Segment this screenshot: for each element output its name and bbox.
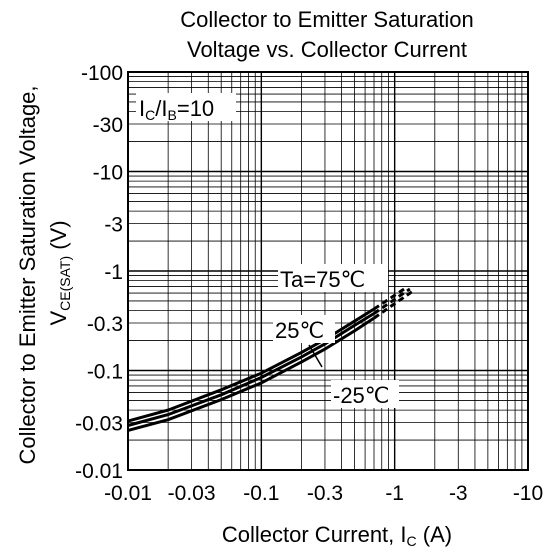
x-axis-label: Collector Current, IC (A) xyxy=(222,522,452,549)
y-tick-label: -0.03 xyxy=(75,413,123,436)
x-tick-label: -0.1 xyxy=(243,482,279,505)
y-tick-label: -1 xyxy=(104,261,123,284)
x-tick-label: -10 xyxy=(513,482,543,505)
condition-annotation: IC/IB=10 xyxy=(136,93,236,123)
y-tick-label: -30 xyxy=(93,114,123,137)
series-label-ta75: Ta=75℃ xyxy=(278,264,388,292)
series-leader-25 xyxy=(308,344,323,368)
y-axis-label-line2: VCE(SAT) (V) xyxy=(46,220,73,325)
series-line-2 xyxy=(127,316,375,432)
x-tick-label: -3 xyxy=(449,482,468,505)
svg-text:-25℃: -25℃ xyxy=(333,383,390,408)
y-tick-labels: -0.01 -0.03 -0.1 -0.3 -1 -3 -10 -30 -100 xyxy=(75,62,123,483)
series-label-25: 25℃ xyxy=(273,315,335,343)
y-tick-label: -0.3 xyxy=(87,313,123,336)
series-line-0 xyxy=(127,307,375,423)
series-line-extrapolated-1 xyxy=(373,287,411,315)
chart-title-line1: Collector to Emitter Saturation xyxy=(180,7,473,32)
y-tick-label: -10 xyxy=(93,162,123,185)
y-tick-label: -100 xyxy=(81,62,123,85)
plot-frame xyxy=(127,71,529,471)
svg-text:25℃: 25℃ xyxy=(275,318,324,343)
x-tick-label: -0.3 xyxy=(307,482,343,505)
x-tick-labels: -0.01 -0.03 -0.1 -0.3 -1 -3 -10 xyxy=(104,482,543,505)
chart-title-line2: Voltage vs. Collector Current xyxy=(187,37,467,62)
series-line-extrapolated-0 xyxy=(373,287,407,311)
x-tick-label: -0.03 xyxy=(168,482,216,505)
series-label-minus25: -25℃ xyxy=(331,380,399,408)
y-tick-label: -0.01 xyxy=(75,460,123,483)
svg-text:IC/IB=10: IC/IB=10 xyxy=(139,96,214,123)
y-tick-label: -0.1 xyxy=(87,361,123,384)
series-line-1 xyxy=(127,312,375,427)
x-tick-label: -1 xyxy=(385,482,404,505)
svg-text:Ta=75℃: Ta=75℃ xyxy=(280,267,365,292)
series-lines xyxy=(127,287,416,432)
y-axis-label-line1: Collector to Emitter Saturation Voltage, xyxy=(15,85,40,464)
x-tick-label: -0.01 xyxy=(104,482,152,505)
series-line-extrapolated-2 xyxy=(373,289,416,320)
y-tick-label: -3 xyxy=(104,214,123,237)
